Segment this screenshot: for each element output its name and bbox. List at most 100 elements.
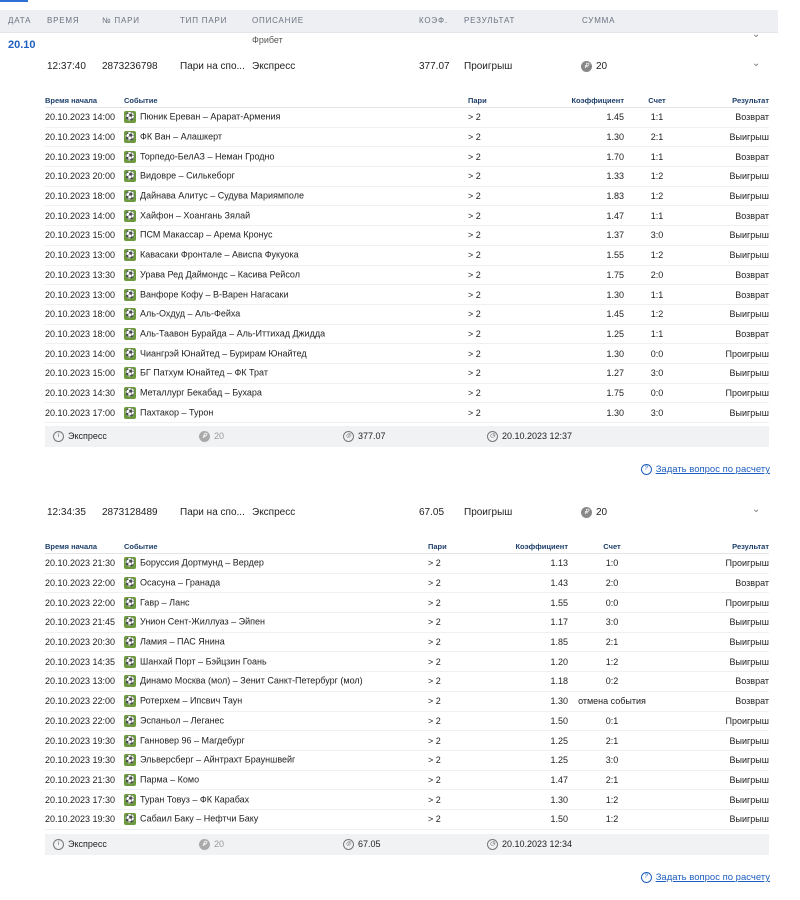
event-name: ⚽ ФК Ван – Алашкерт <box>124 127 468 148</box>
th-start: Время начала <box>45 94 124 108</box>
football-icon: ⚽ <box>124 636 136 649</box>
event-row: 20.10.2023 13:30 ⚽ Урава Ред Даймондс – Ка… <box>45 265 769 286</box>
col-sum: СУММА <box>582 16 616 25</box>
event-row: 20.10.2023 22:00 ⚽ Эспаньол – Леганес > 2 1.… <box>45 711 769 732</box>
question-icon: ? <box>640 464 652 475</box>
football-icon: ⚽ <box>124 327 136 340</box>
bet-header-row[interactable]: 12:34:35 2873128489 Пари на спо... Экспр… <box>41 498 778 526</box>
event-row: 20.10.2023 14:00 ⚽ Чиангрэй Юнайтед – Бури… <box>45 343 769 364</box>
event-row: 20.10.2023 13:00 ⚽ Ванфоре Кофу – В-Варен … <box>45 284 769 305</box>
football-icon: ⚽ <box>124 229 136 242</box>
event-name-text: Урава Ред Даймондс – Касива Рейсол <box>140 269 300 280</box>
event-name: ⚽ Металлург Бекабад – Бухара <box>124 383 468 404</box>
chevron-down-icon[interactable]: ⌄ <box>752 29 761 40</box>
summary-type: Экспресс <box>68 839 107 849</box>
event-name-text: Пюник Ереван – Арарат-Армения <box>140 111 281 122</box>
chevron-down-icon[interactable]: ⌄ <box>752 58 761 69</box>
event-result: Проигрыш <box>656 592 769 614</box>
event-name: ⚽ Шанхай Порт – Бэйцзин Гоань <box>124 651 428 673</box>
event-score: 0:1 <box>568 711 656 732</box>
event-score: 3:0 <box>568 612 656 633</box>
event-name: ⚽ Пюник Ереван – Арарат-Армения <box>124 107 468 128</box>
event-score: 1:2 <box>568 809 656 830</box>
event-start: 20.10.2023 15:00 <box>45 225 124 246</box>
event-row: 20.10.2023 20:00 ⚽ Видовре – Силькеборг > 2… <box>45 166 769 187</box>
ask-about-settlement-link[interactable]: ? Задать вопрос по расчету <box>640 464 770 475</box>
col-result: РЕЗУЛЬТАТ <box>464 16 516 25</box>
event-name-text: Чиангрэй Юнайтед – Бурирам Юнайтед <box>140 347 307 358</box>
col-time: ВРЕМЯ <box>47 16 80 25</box>
events-table: Время начала Событие Пари Коэффициент Сч… <box>45 540 769 830</box>
event-row: 20.10.2023 22:00 ⚽ Осасуна – Гранада > 2 1.4… <box>45 573 769 594</box>
event-start: 20.10.2023 21:30 <box>45 553 124 574</box>
event-score: 1:2 <box>624 304 690 325</box>
event-result: Проигрыш <box>690 343 769 364</box>
th-result: Результат <box>690 94 769 108</box>
football-icon: ⚽ <box>124 655 136 668</box>
event-coef: 1.30 <box>488 691 568 712</box>
event-name-text: Унион Сент-Жиллуаз – Эйпен <box>140 616 266 627</box>
event-coef: 1.30 <box>488 789 568 810</box>
bet-result: Проигрыш <box>464 507 513 518</box>
event-score: 1:1 <box>624 284 690 305</box>
event-bet: > 2 <box>468 324 528 345</box>
event-start: 20.10.2023 22:00 <box>45 592 124 614</box>
football-icon: ⚽ <box>124 150 136 163</box>
summary-coef: 67.05 <box>358 839 381 849</box>
summary-type: Экспресс <box>68 431 107 441</box>
event-name: ⚽ Чиангрэй Юнайтед – Бурирам Юнайтед <box>124 343 468 364</box>
event-coef: 1.27 <box>528 363 624 384</box>
event-start: 20.10.2023 19:30 <box>45 750 124 771</box>
football-icon: ⚽ <box>124 773 136 786</box>
event-name: ⚽ Пахтакор – Турон <box>124 402 468 423</box>
event-row: 20.10.2023 14:35 ⚽ Шанхай Порт – Бэйцзин Г… <box>45 651 769 673</box>
event-coef: 1.30 <box>528 284 624 305</box>
bet-sum: 20 <box>596 61 608 73</box>
th-bet: Пари <box>468 94 528 108</box>
th-result: Результат <box>656 540 769 554</box>
event-start: 20.10.2023 18:00 <box>45 324 124 345</box>
football-icon: ⚽ <box>124 813 136 826</box>
chevron-down-icon[interactable]: ⌄ <box>752 504 761 515</box>
event-score: 1:2 <box>568 651 656 673</box>
football-icon: ⚽ <box>124 249 136 262</box>
football-icon: ⚽ <box>124 754 136 767</box>
event-name: ⚽ Гавр – Ланс <box>124 592 428 614</box>
event-bet: > 2 <box>468 186 528 207</box>
event-result: Проигрыш <box>656 711 769 732</box>
event-name-text: Ротерхем – Ипсвич Таун <box>140 695 243 706</box>
event-coef: 1.47 <box>528 205 624 227</box>
col-date: ДАТА <box>8 16 32 25</box>
event-start: 20.10.2023 22:00 <box>45 711 124 732</box>
col-coef: КОЭФ. <box>419 16 448 25</box>
ask-about-settlement-link[interactable]: ? Задать вопрос по расчету <box>640 872 770 883</box>
event-result: Проигрыш <box>690 383 769 404</box>
bet-header-row[interactable]: 12:37:40 2873236798 Пари на спо... Экспр… <box>41 52 778 80</box>
active-tab-indicator <box>0 0 28 2</box>
event-result: Выигрыш <box>690 304 769 325</box>
event-row: 20.10.2023 13:00 ⚽ Кавасаки Фронтале – Ави… <box>45 245 769 266</box>
event-name: ⚽ ПСМ Макассар – Арема Кронус <box>124 225 468 246</box>
event-bet: > 2 <box>468 127 528 148</box>
event-bet: > 2 <box>468 205 528 227</box>
event-row: 20.10.2023 13:00 ⚽ Динамо Москва (мол) – З… <box>45 671 769 692</box>
football-icon: ⚽ <box>124 616 136 629</box>
th-score: Счет <box>624 94 690 108</box>
event-bet: > 2 <box>468 265 528 286</box>
event-score: 2:0 <box>568 573 656 594</box>
bet-time: 12:37:40 <box>47 61 86 72</box>
event-result: Выигрыш <box>656 750 769 771</box>
event-name-text: Сабаил Баку – Нефтчи Баку <box>140 813 259 824</box>
event-row: 20.10.2023 22:00 ⚽ Ротерхем – Ипсвич Таун >… <box>45 691 769 712</box>
event-coef: 1.30 <box>528 127 624 148</box>
th-event: Событие <box>124 540 428 554</box>
event-coef: 1.25 <box>528 324 624 345</box>
coef-icon: ◎ <box>343 431 354 443</box>
event-result: Выигрыш <box>690 127 769 148</box>
football-icon: ⚽ <box>124 367 136 380</box>
event-coef: 1.70 <box>528 146 624 168</box>
event-coef: 1.47 <box>488 770 568 791</box>
event-score: 2:1 <box>568 770 656 791</box>
football-icon: ⚽ <box>124 386 136 399</box>
event-start: 20.10.2023 15:00 <box>45 363 124 384</box>
